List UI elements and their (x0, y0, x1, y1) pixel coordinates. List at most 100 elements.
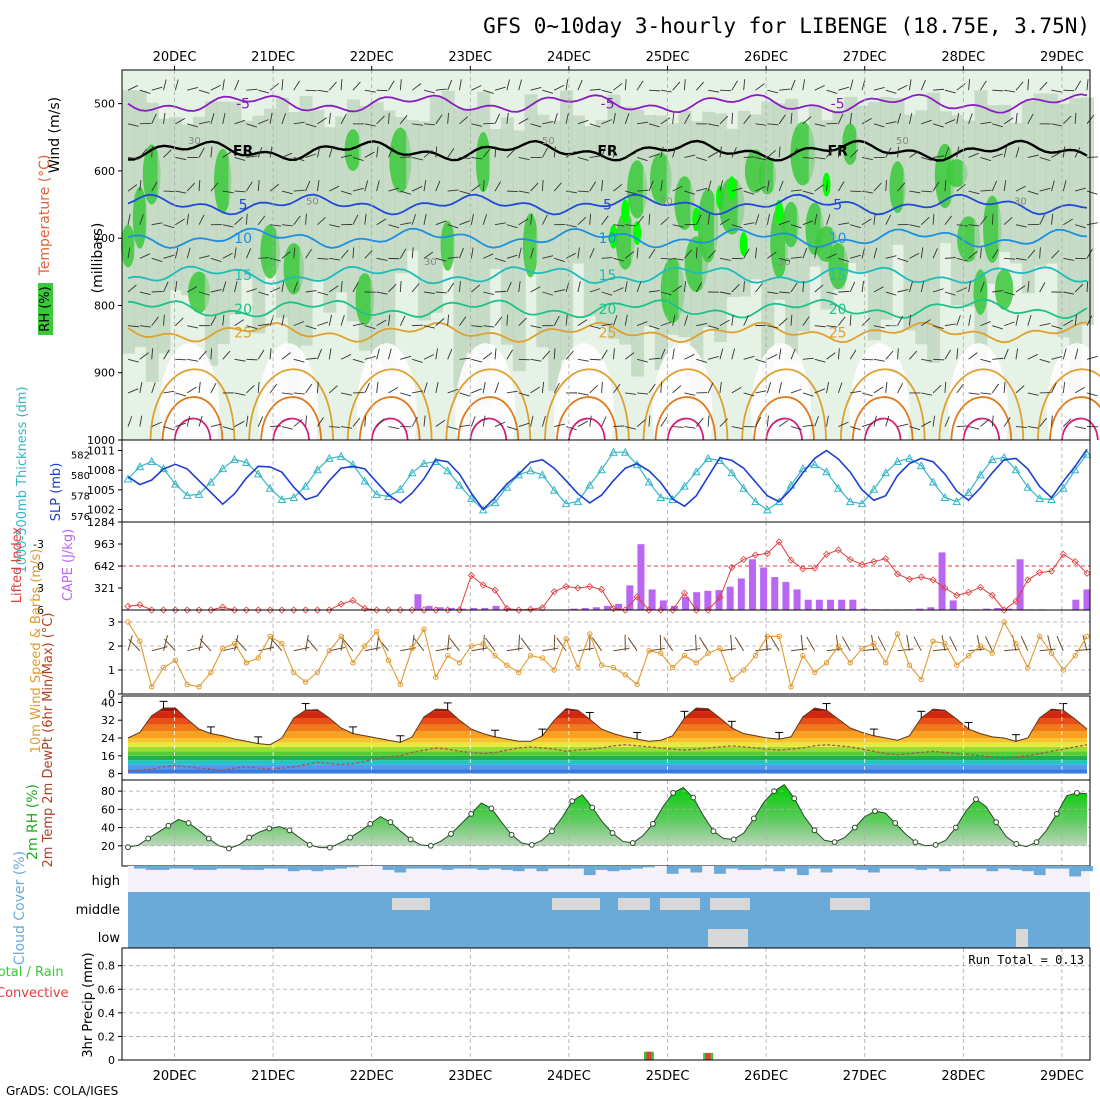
wind-barb (577, 647, 594, 652)
upper-wind-barb (956, 146, 960, 158)
upper-wind-barb (352, 282, 359, 293)
upper-wind-barb (565, 112, 569, 124)
upper-wind-barb (506, 254, 518, 259)
upper-wind-barb (1063, 257, 1075, 261)
upper-wind-barb (672, 348, 675, 360)
thickness-marker (1082, 449, 1092, 458)
upper-wind-barb (281, 79, 284, 91)
upper-wind-barb (920, 281, 925, 293)
upper-wind-barb (743, 222, 755, 226)
rh-shade (903, 114, 917, 331)
wind-speed-marker (918, 676, 924, 683)
wind-speed-marker (456, 660, 463, 666)
isotherm-label: 5 (603, 198, 612, 214)
rh-marker (347, 834, 353, 841)
precip-convective-bar (705, 1052, 711, 1060)
upper-wind-barb (755, 186, 766, 192)
upper-wind-barb (1086, 222, 1098, 226)
upper-wind-barb (897, 257, 909, 262)
upper-wind-barb (921, 420, 932, 427)
thickness-tick-label: 578 (71, 491, 90, 502)
wind-speed-marker (883, 660, 889, 666)
cape-bar (1005, 608, 1013, 610)
upper-wind-barb (258, 291, 269, 296)
upper-wind-barb (577, 247, 580, 259)
cape-bar (748, 559, 756, 610)
upper-wind-barb (814, 416, 819, 427)
upper-wind-barb (234, 157, 246, 161)
rh-contour-label: 50 (306, 197, 319, 208)
upper-wind-barb (541, 415, 546, 427)
upper-wind-barb (708, 89, 720, 93)
upper-wind-barb (837, 181, 845, 192)
upper-wind-barb (885, 381, 888, 393)
upper-wind-barb (589, 248, 595, 259)
upper-wind-barb (850, 224, 861, 229)
lifted-index-marker (278, 606, 286, 614)
upper-wind-barb (317, 89, 329, 93)
lifted-index-marker (254, 606, 262, 614)
upper-wind-barb (624, 314, 628, 326)
upper-wind-barb (151, 382, 156, 394)
upper-wind-barb (755, 247, 758, 259)
upper-wind-barb (944, 146, 950, 158)
rh-saturated-blob (822, 172, 831, 197)
upper-wind-barb (352, 417, 361, 427)
isotherm-line (127, 139, 1088, 162)
isotherm-25-loop (839, 368, 926, 441)
wind-barb (520, 637, 531, 652)
wind-speed-marker (184, 681, 190, 688)
rh-shade (950, 115, 964, 306)
upper-wind-barb (624, 113, 630, 124)
wind-barb (770, 636, 780, 652)
upper-wind-barb (660, 348, 666, 360)
upper-wind-barb (1039, 187, 1051, 192)
upper-wind-barb (151, 316, 159, 326)
wind-barb (556, 637, 567, 652)
wind-barb (699, 637, 709, 652)
cape-tick-label: 642 (94, 560, 115, 573)
wind-barb (482, 634, 485, 651)
upper-wind-barb (553, 113, 558, 124)
upper-wind-barb (246, 358, 258, 361)
thickness-marker (976, 470, 985, 479)
upper-wind-barb (127, 85, 139, 91)
cape-bar (726, 586, 734, 610)
upper-wind-barb (506, 349, 513, 360)
upper-wind-barb (482, 214, 488, 225)
upper-wind-barb (388, 348, 392, 360)
rh-shade (879, 96, 893, 320)
temp-tick-label: 32 (101, 714, 115, 727)
temp-band (128, 760, 1087, 765)
rh-marker (427, 842, 434, 849)
upper-wind-barb (636, 247, 639, 259)
upper-wind-barb (151, 86, 163, 91)
upper-wind-barb (459, 392, 471, 397)
rh-shade (181, 124, 195, 296)
upper-wind-barb (269, 146, 273, 158)
upper-wind-barb (873, 213, 876, 225)
upper-wind-barb (376, 146, 379, 158)
upper-wind-barb (316, 381, 319, 393)
upper-wind-barb (577, 190, 589, 193)
upper-wind-barb (127, 416, 133, 427)
upper-wind-barb (175, 117, 186, 125)
cloud-high-bar (1033, 866, 1046, 876)
upper-wind-barb (897, 113, 902, 124)
upper-wind-barb (541, 381, 545, 393)
rh-shade (713, 113, 727, 343)
upper-wind-barb (447, 189, 459, 192)
upper-wind-barb (589, 88, 601, 91)
upper-wind-barb (1074, 348, 1079, 360)
isotherm-line (127, 265, 1088, 285)
rh-marker (892, 820, 899, 826)
isotherm-35-loop (1061, 417, 1099, 441)
rh-contour-label: 50 (542, 136, 555, 147)
wind-speed-marker (255, 655, 261, 661)
rh-saturated-blob (621, 199, 630, 224)
upper-wind-barb (873, 286, 884, 293)
upper-wind-barb (1039, 323, 1051, 327)
upper-wind-barb (1051, 123, 1063, 127)
wind-speed-marker (137, 638, 143, 644)
thickness-marker (845, 497, 855, 506)
